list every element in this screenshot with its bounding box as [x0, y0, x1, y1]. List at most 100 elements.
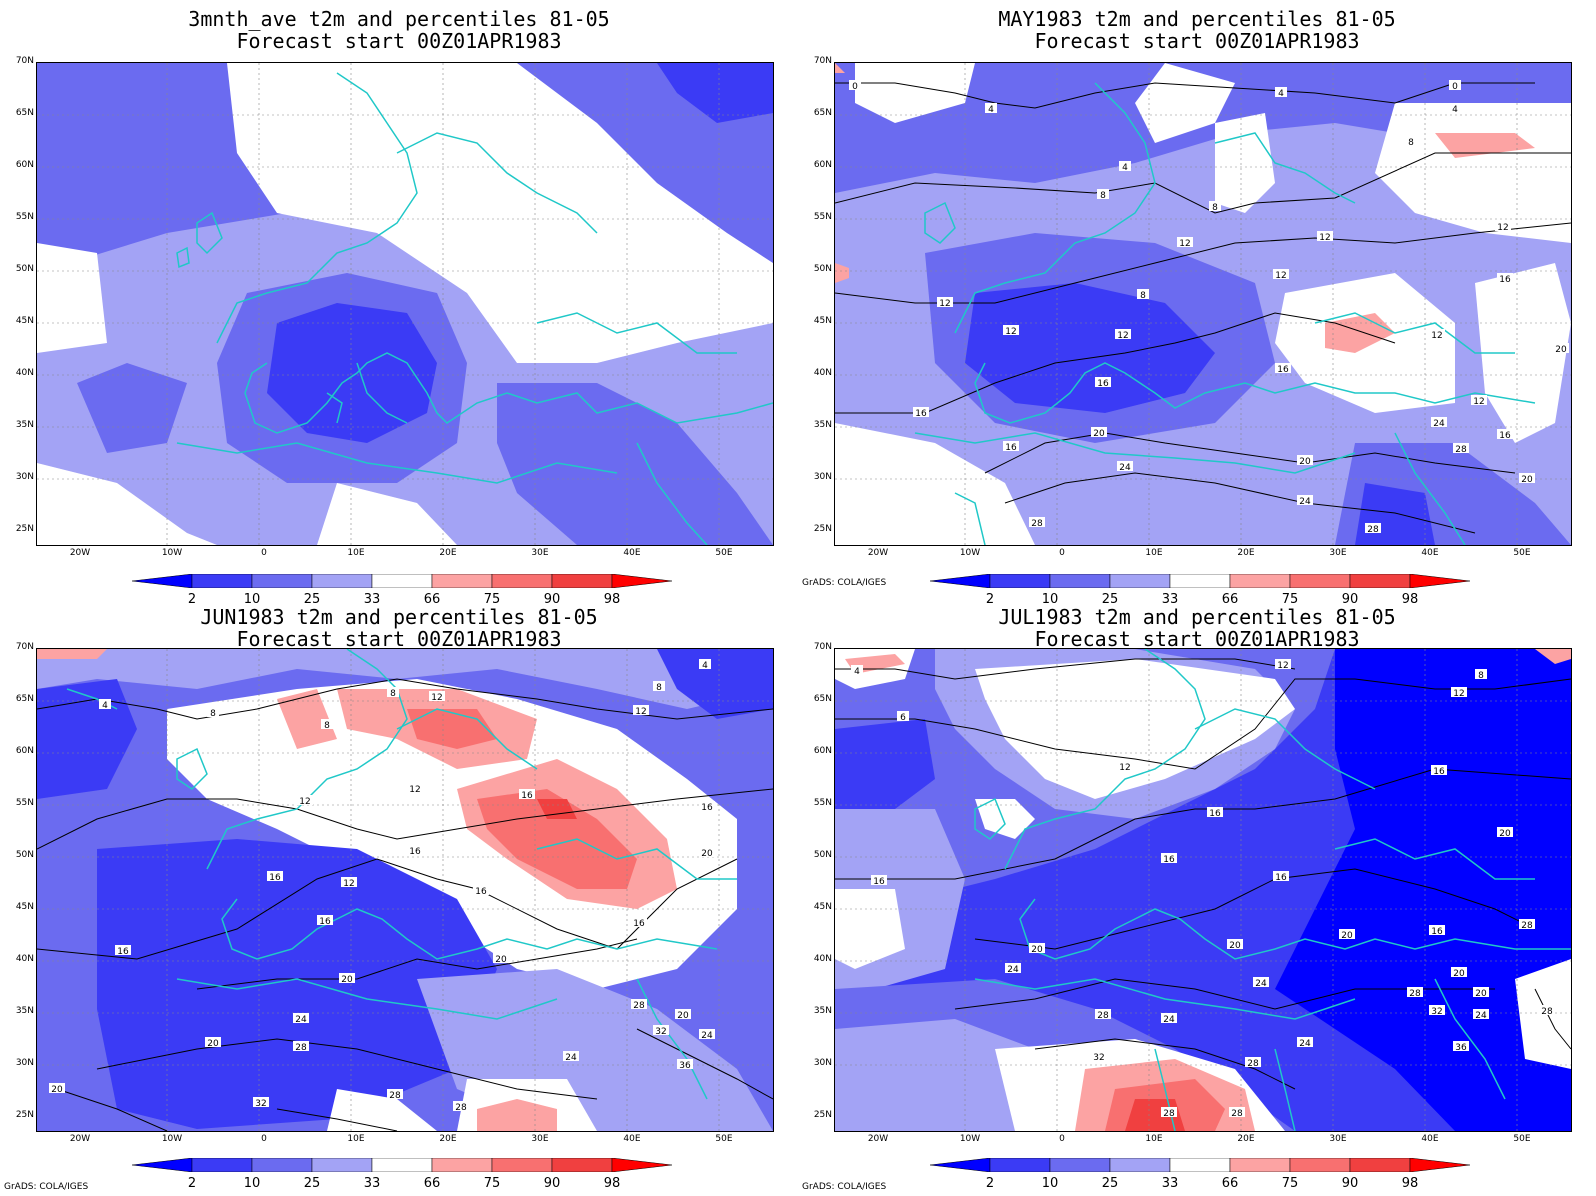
- svg-text:16: 16: [1275, 873, 1287, 883]
- panel-title: JUN1983 t2m and percentiles 81-05: [200, 605, 598, 629]
- lon-label: 0: [261, 1134, 267, 1144]
- lon-label: 10E: [347, 548, 365, 558]
- colorbar: [930, 574, 1470, 588]
- svg-text:12: 12: [1179, 239, 1190, 249]
- svg-text:32: 32: [255, 1099, 266, 1109]
- svg-text:28: 28: [1455, 445, 1467, 455]
- lon-label: 50E: [1513, 1134, 1531, 1144]
- map-plot: 4 8 4 8 8 8 12 12 12 12 16 16 16 16 12 1…: [37, 649, 773, 1131]
- svg-text:16: 16: [1431, 927, 1443, 937]
- lon-label: 10E: [1145, 548, 1163, 558]
- svg-text:32: 32: [655, 1027, 666, 1037]
- svg-text:0: 0: [1452, 82, 1458, 92]
- svg-text:8: 8: [390, 689, 396, 699]
- svg-text:12: 12: [343, 879, 354, 889]
- lon-label: 10E: [1145, 1134, 1163, 1144]
- lat-label: 70N: [15, 56, 34, 66]
- svg-text:20: 20: [207, 1039, 219, 1049]
- lon-label: 10W: [161, 1134, 183, 1144]
- svg-text:28: 28: [389, 1091, 401, 1101]
- colorbar-label: 90: [1341, 592, 1359, 607]
- svg-text:28: 28: [1367, 525, 1379, 535]
- lat-label: 50N: [813, 264, 832, 274]
- lat-label: 45N: [813, 316, 832, 326]
- colorbar-label: 10: [243, 1176, 261, 1191]
- lon-label: 0: [261, 548, 267, 558]
- lat-label: 25N: [813, 1110, 832, 1120]
- svg-text:36: 36: [679, 1061, 691, 1071]
- svg-text:16: 16: [269, 873, 281, 883]
- svg-text:16: 16: [1277, 365, 1289, 375]
- colorbar-label: 66: [1221, 592, 1239, 607]
- svg-text:28: 28: [1097, 1011, 1109, 1021]
- colorbar-label: 98: [603, 1176, 621, 1191]
- svg-text:16: 16: [319, 917, 331, 927]
- svg-text:20: 20: [701, 849, 713, 859]
- svg-text:12: 12: [1319, 233, 1330, 243]
- grads-credit: GrADS: COLA/IGES: [802, 578, 887, 588]
- lon-label: 20E: [439, 1134, 457, 1144]
- lat-label: 65N: [813, 694, 832, 704]
- svg-text:28: 28: [1409, 989, 1421, 999]
- svg-text:12: 12: [1277, 661, 1288, 671]
- svg-text:24: 24: [1475, 1011, 1487, 1021]
- lat-label: 65N: [15, 108, 34, 118]
- lat-label: 65N: [813, 108, 832, 118]
- svg-text:16: 16: [915, 409, 927, 419]
- colorbar-label: 98: [1401, 592, 1419, 607]
- lat-label: 40N: [15, 368, 34, 378]
- svg-text:24: 24: [1255, 979, 1267, 989]
- lon-label: 30E: [531, 548, 549, 558]
- svg-text:20: 20: [341, 975, 353, 985]
- lon-label: 20W: [867, 548, 889, 558]
- lon-label: 20E: [1237, 548, 1255, 558]
- lon-label: 10W: [161, 548, 183, 558]
- lat-label: 30N: [15, 472, 34, 482]
- svg-text:0: 0: [852, 82, 858, 92]
- panel-title: 3mnth_ave t2m and percentiles 81-05: [188, 7, 610, 31]
- svg-text:12: 12: [635, 707, 646, 717]
- panel-subtitle: Forecast start 00Z01APR1983: [1034, 29, 1360, 53]
- colorbar-label: 90: [543, 1176, 561, 1191]
- colorbar-label: 33: [1161, 1176, 1179, 1191]
- colorbar-label: 25: [1101, 592, 1119, 607]
- svg-text:8: 8: [656, 683, 662, 693]
- svg-text:24: 24: [1163, 1015, 1175, 1025]
- map-plot: [37, 63, 773, 545]
- lon-label: 10W: [959, 1134, 981, 1144]
- colorbar-label: 10: [243, 592, 261, 607]
- svg-text:24: 24: [1433, 419, 1445, 429]
- panel-may1983: MAY1983 t2m and percentiles 81-05 Foreca…: [798, 0, 1596, 607]
- lat-label: 30N: [15, 1058, 34, 1068]
- lat-label: 35N: [15, 420, 34, 430]
- colorbar-label: 66: [423, 1176, 441, 1191]
- svg-text:20: 20: [1453, 969, 1465, 979]
- colorbar-label: 75: [483, 592, 501, 607]
- svg-text:16: 16: [1097, 379, 1109, 389]
- colorbar: [132, 1158, 672, 1172]
- svg-text:6: 6: [900, 713, 906, 723]
- svg-text:12: 12: [299, 797, 310, 807]
- svg-text:8: 8: [324, 721, 330, 731]
- svg-text:16: 16: [409, 847, 421, 857]
- colorbar-label: 66: [423, 592, 441, 607]
- svg-text:24: 24: [701, 1031, 713, 1041]
- svg-text:28: 28: [1163, 1109, 1175, 1119]
- svg-text:12: 12: [939, 299, 950, 309]
- panel-subtitle: Forecast start 00Z01APR1983: [1034, 627, 1360, 651]
- svg-text:28: 28: [1231, 1109, 1243, 1119]
- svg-text:20: 20: [1499, 829, 1511, 839]
- svg-text:20: 20: [1299, 457, 1311, 467]
- svg-text:28: 28: [1521, 921, 1533, 931]
- lat-label: 25N: [15, 1110, 34, 1120]
- lat-label: 30N: [813, 1058, 832, 1068]
- svg-text:16: 16: [117, 947, 129, 957]
- map-plot: 4 12 8 12 6 12 16 16 20 16 16 16 20 20 2…: [835, 649, 1571, 1131]
- lat-label: 70N: [813, 56, 832, 66]
- lon-label: 20E: [1237, 1134, 1255, 1144]
- svg-text:12: 12: [1275, 271, 1286, 281]
- svg-text:8: 8: [1408, 138, 1414, 148]
- lat-label: 40N: [813, 368, 832, 378]
- svg-text:4: 4: [702, 661, 708, 671]
- svg-text:20: 20: [1555, 345, 1567, 355]
